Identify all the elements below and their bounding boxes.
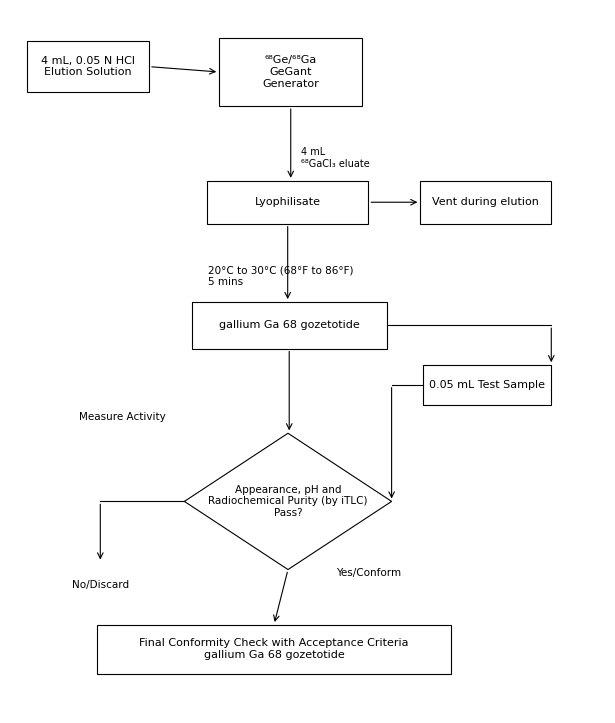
Text: 20°C to 30°C (68°F to 86°F)
5 mins: 20°C to 30°C (68°F to 86°F) 5 mins <box>208 265 354 287</box>
Polygon shape <box>184 433 392 570</box>
Text: 4 mL, 0.05 N HCl
Elution Solution: 4 mL, 0.05 N HCl Elution Solution <box>41 56 135 77</box>
FancyBboxPatch shape <box>420 181 551 223</box>
FancyBboxPatch shape <box>27 40 149 93</box>
FancyBboxPatch shape <box>423 365 551 405</box>
Text: 4 mL
⁶⁸GaCl₃ eluate: 4 mL ⁶⁸GaCl₃ eluate <box>301 147 370 168</box>
Text: Final Conformity Check with Acceptance Criteria
gallium Ga 68 gozetotide: Final Conformity Check with Acceptance C… <box>139 638 409 660</box>
Text: ⁶⁸Ge/⁶⁸Ga
GeGant
Generator: ⁶⁸Ge/⁶⁸Ga GeGant Generator <box>263 56 319 89</box>
FancyBboxPatch shape <box>97 625 451 674</box>
Text: Appearance, pH and
Radiochemical Purity (by iTLC)
Pass?: Appearance, pH and Radiochemical Purity … <box>208 485 368 518</box>
FancyBboxPatch shape <box>192 302 387 348</box>
Text: No/Discard: No/Discard <box>72 581 129 590</box>
Text: gallium Ga 68 gozetotide: gallium Ga 68 gozetotide <box>219 320 360 330</box>
FancyBboxPatch shape <box>219 38 362 106</box>
Text: 0.05 mL Test Sample: 0.05 mL Test Sample <box>429 380 546 390</box>
Text: Measure Activity: Measure Activity <box>79 412 166 422</box>
Text: Vent during elution: Vent during elution <box>432 197 539 208</box>
Text: Yes/Conform: Yes/Conform <box>336 568 401 578</box>
Text: Lyophilisate: Lyophilisate <box>255 197 320 208</box>
FancyBboxPatch shape <box>207 181 368 223</box>
